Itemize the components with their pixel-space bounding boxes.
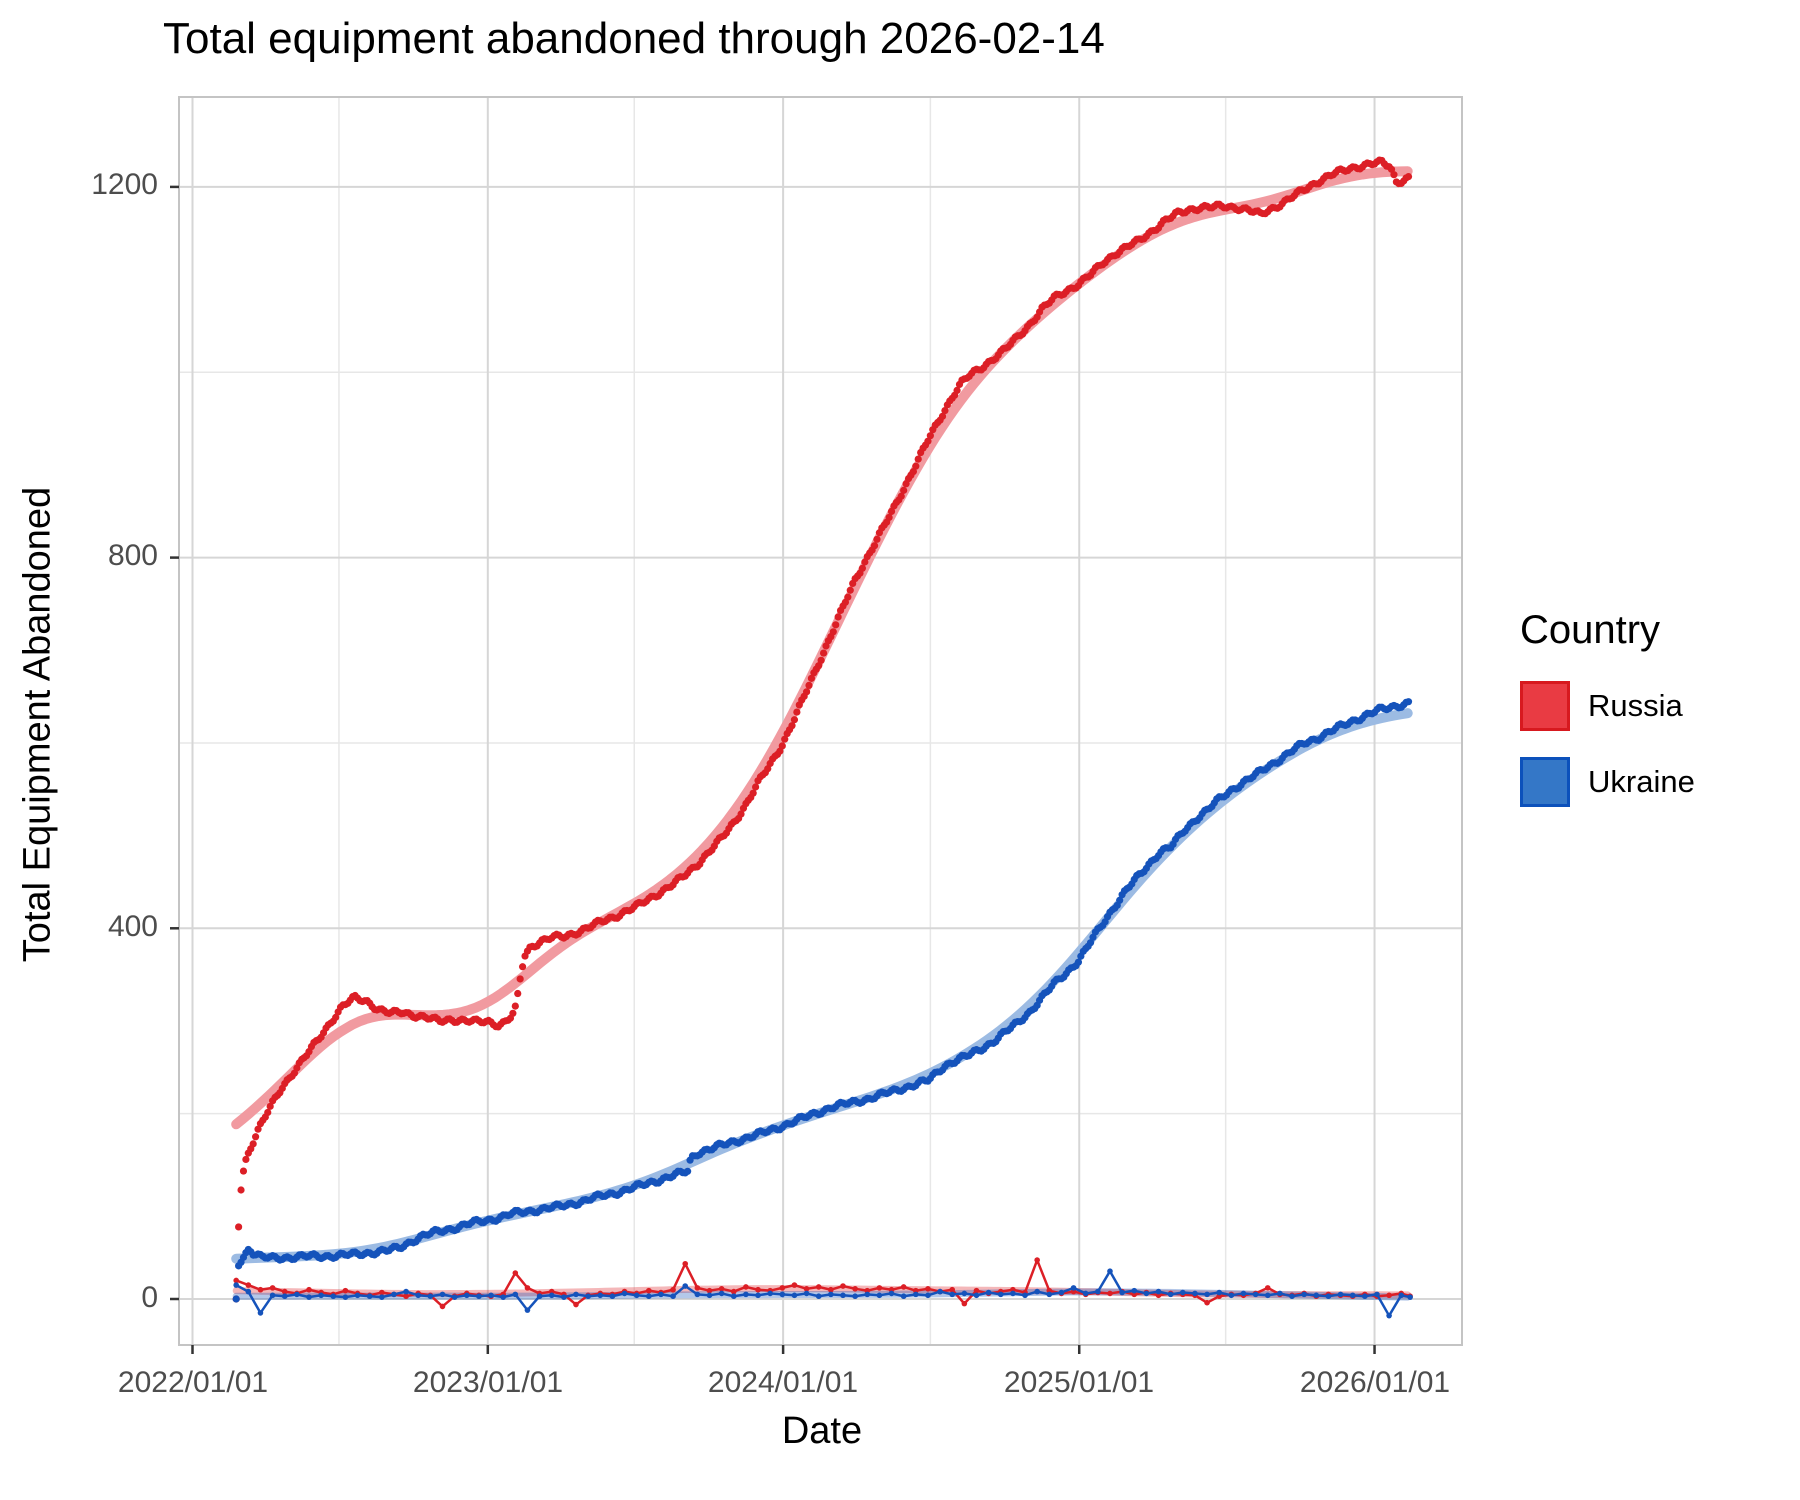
x-tick-label-2026: 2026/01/01 [1299, 1366, 1451, 1399]
ukraine-swatch-icon [1520, 757, 1570, 807]
x-tick-label-2022: 2022/01/01 [117, 1366, 269, 1399]
y-tick-label-1200: 1200 [91, 168, 158, 201]
russia-swatch-icon [1520, 681, 1570, 731]
y-axis-title: Total Equipment Abandoned [16, 486, 59, 963]
y-tick-label-400: 400 [107, 910, 158, 943]
x-axis-title: Date [781, 1410, 863, 1452]
x-tick-label-2023: 2023/01/01 [412, 1366, 564, 1399]
y-tick-label-0: 0 [141, 1281, 158, 1314]
legend-label-russia: Russia [1588, 688, 1683, 723]
legend-label-ukraine: Ukraine [1588, 764, 1695, 799]
x-tick-label-2025: 2025/01/01 [1003, 1366, 1155, 1399]
x-tick-label-2024: 2024/01/01 [707, 1366, 859, 1399]
y-tick-label-800: 800 [107, 539, 158, 572]
legend: Country Russia Ukraine [1520, 608, 1695, 833]
legend-item-russia: Russia [1520, 681, 1695, 731]
legend-title: Country [1520, 608, 1661, 652]
chart-title: Total equipment abandoned through 2026-0… [163, 14, 1105, 63]
legend-item-ukraine: Ukraine [1520, 757, 1695, 807]
